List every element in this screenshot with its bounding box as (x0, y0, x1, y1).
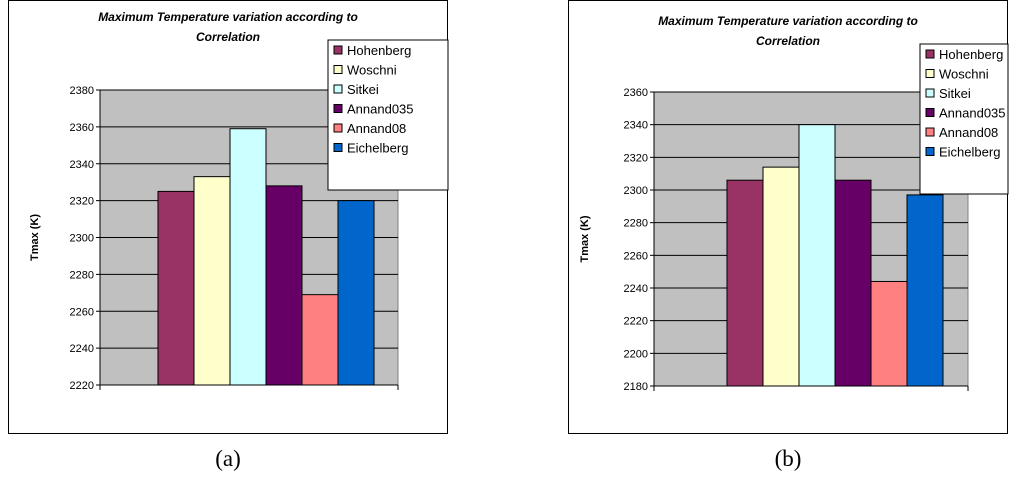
bar-sitkei (229, 128, 267, 386)
legend-label: Sitkei (939, 86, 971, 101)
legend-label: Annand035 (347, 102, 414, 117)
y-tick-label: 2360 (70, 122, 94, 134)
legend-swatch-eichelberg (333, 143, 343, 152)
y-tick-label: 2300 (70, 233, 94, 245)
bar-woschni (193, 176, 231, 386)
bar-eichelberg (337, 200, 375, 386)
bar-chart-b: 2180 2200 2220 2240 2260 2280 2300 2320 2340 2360… (568, 0, 1009, 434)
bar-annand035 (834, 179, 872, 387)
legend-label: Eichelberg (939, 145, 1000, 160)
chart-title-line: Maximum Temperature variation according … (658, 14, 918, 28)
y-tick-label: 2360 (624, 87, 648, 99)
bar-sitkei (798, 124, 836, 387)
y-axis-label: Tmax (K) (579, 215, 591, 262)
legend-swatch-annand08 (925, 127, 935, 137)
y-tick-label: 2280 (624, 218, 648, 230)
legend-label: Annand035 (939, 106, 1006, 121)
legend-label: Annand08 (939, 125, 998, 140)
chart-title-line: Correlation (196, 30, 260, 44)
legend-swatch-annand035 (333, 104, 343, 113)
y-axis-label: Tmax (K) (29, 214, 41, 261)
panel-caption-b: (b) (774, 446, 802, 471)
legend-swatch-annand035 (925, 108, 935, 117)
chart-panel-b: 2180 2200 2220 2240 2260 2280 2300 2320 2340 2360… (568, 0, 1009, 479)
chart-title-line: Maximum Temperature variation according … (98, 10, 358, 24)
bar-hohenberg (157, 190, 195, 386)
legend-label: Woschni (347, 63, 397, 78)
legend-swatch-sitkei (333, 84, 343, 94)
bar-annand035 (265, 185, 303, 386)
legend-swatch-hohenberg (333, 45, 343, 55)
bar-eichelberg (906, 194, 944, 387)
y-tick-label: 2220 (70, 380, 94, 392)
legend-swatch-annand08 (333, 123, 343, 133)
legend-box (919, 43, 1009, 195)
y-tick-label: 2300 (624, 185, 648, 197)
y-tick-label: 2320 (624, 152, 648, 164)
chart-panel-a: 2220 2240 2260 2280 2300 2320 2340 2360 2380 Maxi… (8, 0, 449, 479)
y-tick-label: 2320 (70, 196, 94, 208)
y-tick-label: 2240 (70, 343, 94, 355)
legend-swatch-hohenberg (925, 49, 935, 59)
y-tick-label: 2380 (70, 85, 94, 97)
legend-swatch-woschni (333, 65, 343, 74)
y-tick-label: 2260 (70, 306, 94, 318)
y-tick-label: 2260 (624, 250, 648, 262)
legend-label: Hohenberg (939, 47, 1003, 62)
legend-label: Eichelberg (347, 141, 408, 156)
y-tick-label: 2220 (624, 316, 648, 328)
y-tick-label: 2200 (624, 348, 648, 360)
legend-label: Sitkei (347, 82, 379, 97)
panel-caption-a: (a) (215, 446, 241, 471)
legend-swatch-eichelberg (925, 147, 935, 156)
y-tick-label: 2180 (624, 381, 648, 393)
bar-hohenberg (726, 179, 764, 387)
y-tick-label: 2340 (70, 159, 94, 171)
bar-annand08 (870, 280, 908, 387)
legend-swatch-woschni (925, 69, 935, 78)
y-tick-label: 2240 (624, 283, 648, 295)
legend-label: Woschni (939, 67, 989, 82)
bar-chart-a: 2220 2240 2260 2280 2300 2320 2340 2360 2380 Maxi… (8, 0, 449, 434)
y-tick-label: 2280 (70, 269, 94, 281)
legend-label: Hohenberg (347, 43, 411, 58)
legend-label: Annand08 (347, 121, 406, 136)
legend-box (327, 39, 449, 191)
bar-annand08 (301, 294, 339, 386)
y-tick-label: 2340 (624, 120, 648, 132)
legend-swatch-sitkei (925, 88, 935, 98)
chart-title-line: Correlation (756, 34, 820, 48)
bar-woschni (762, 166, 800, 387)
